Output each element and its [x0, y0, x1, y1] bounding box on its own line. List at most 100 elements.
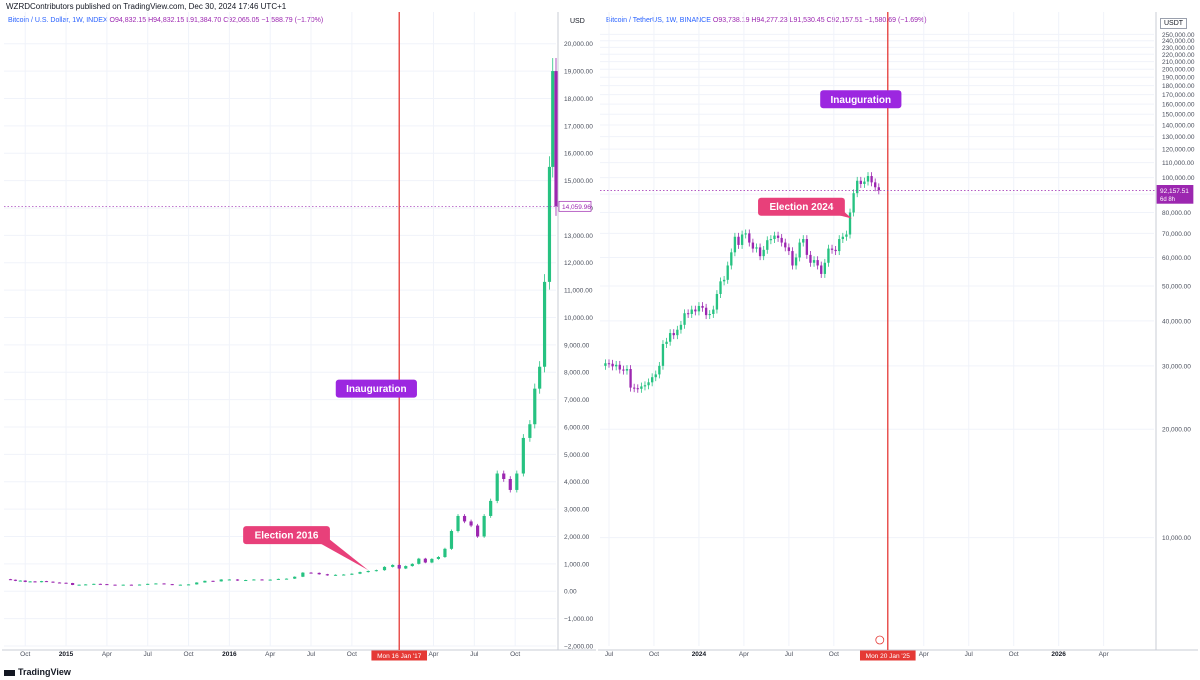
right-candle [690, 309, 693, 314]
right-event-date-badge [859, 650, 916, 661]
left-y-tick-label: 11,000.00 [564, 288, 593, 295]
right-y-tick-label: 120,000.00 [1162, 147, 1195, 154]
right-candle [870, 176, 873, 183]
left-candle [39, 581, 44, 583]
left-candle [542, 281, 547, 367]
right-legend-ohlc: O93,738.19 H94,277.23 L91,530.45 C92,157… [712, 17, 927, 24]
left-annotation-label: Election 2016 [255, 531, 319, 542]
right-x-tick-label: Oct [1009, 651, 1019, 658]
left-candle [554, 71, 558, 207]
right-y-tick-label: 70,000.00 [1162, 231, 1191, 238]
left-candle [476, 525, 480, 537]
right-candle [787, 247, 791, 252]
right-candle [802, 239, 805, 243]
left-candle [64, 582, 68, 584]
right-candle [740, 234, 744, 245]
left-candle [404, 566, 408, 569]
left-candle [317, 572, 321, 575]
right-candle [658, 365, 661, 375]
right-annotation-box [758, 197, 845, 216]
left-candle [129, 584, 133, 586]
left-y-tick-label: 6,000.00 [564, 424, 590, 431]
left-candle [51, 581, 55, 583]
left-y-tick-label: 4,000.00 [564, 479, 590, 486]
left-candle [57, 582, 62, 584]
left-candle [350, 573, 354, 575]
right-y-tick-label: 150,000.00 [1162, 112, 1195, 119]
right-candle [856, 180, 859, 194]
right-y-tick-label: 240,000.00 [1162, 38, 1195, 45]
left-candle [98, 583, 102, 585]
left-candle [33, 581, 37, 583]
right-candle [694, 309, 697, 312]
right-y-tick-label: 180,000.00 [1162, 83, 1195, 90]
left-candle [538, 366, 542, 389]
right-candle [852, 193, 855, 213]
left-y-tick-label: 13,000.00 [564, 233, 593, 240]
left-candle [105, 584, 109, 586]
right-candle [708, 313, 711, 316]
right-candle [794, 257, 798, 266]
left-y-tick-label: 16,000.00 [564, 151, 593, 158]
left-candle [309, 572, 313, 574]
event-marker-icon [875, 635, 885, 645]
right-candle [643, 385, 647, 387]
left-candle [533, 388, 537, 425]
right-candle [704, 307, 708, 316]
right-candle [758, 247, 762, 257]
left-chart-legend: Bitcoin / U.S. Dollar, 1W, INDEX O94,832… [8, 17, 323, 24]
right-candle [650, 377, 654, 383]
left-chart-panel: 20,000.00 19,000.00 18,000.00 17,000.00 16,0… [2, 12, 596, 661]
left-candle [121, 584, 125, 586]
right-candle [640, 386, 643, 389]
right-candle [809, 254, 812, 263]
right-x-tick-label: Jul [605, 651, 614, 658]
left-x-tick-label: Oct [347, 651, 357, 658]
left-candle [146, 583, 150, 585]
left-annotation-box [335, 379, 417, 398]
left-candle [219, 579, 223, 582]
right-candle [820, 265, 823, 274]
right-candle [823, 262, 827, 274]
right-candle [877, 187, 880, 191]
right-candle [712, 309, 715, 314]
right-annotation-label: Inauguration [831, 95, 892, 106]
left-y-tick-label: −1,000.00 [564, 616, 593, 623]
right-candle [751, 242, 755, 249]
left-y-tick-label: 1,000.00 [564, 561, 590, 568]
left-x-tick-label: Jul [144, 651, 153, 658]
right-y-tick-label: 160,000.00 [1162, 102, 1195, 109]
right-candle [744, 233, 747, 235]
right-candle [737, 236, 740, 245]
right-candle [827, 248, 830, 263]
left-candle [469, 521, 473, 526]
right-candle [816, 260, 819, 266]
right-candle [769, 239, 773, 241]
left-axis-unit: USD [570, 18, 585, 25]
right-y-tick-label: 110,000.00 [1162, 160, 1194, 167]
left-candle [235, 579, 240, 581]
left-candle [23, 580, 27, 582]
left-candle [195, 582, 199, 585]
left-candle [227, 579, 231, 581]
right-x-tick-label: Jul [965, 651, 974, 658]
left-candle [260, 579, 264, 581]
right-candle [647, 382, 650, 386]
left-candle [113, 584, 117, 586]
right-candle [633, 387, 636, 389]
left-candle [417, 558, 421, 564]
right-x-tick-label: 2026 [1051, 651, 1066, 658]
right-last-price-label: 92,157.51 [1160, 188, 1189, 195]
left-candle [489, 500, 493, 516]
right-y-tick-label: 100,000.00 [1162, 175, 1195, 182]
left-candle [397, 564, 401, 569]
left-candle [244, 580, 248, 582]
left-candle [186, 584, 191, 586]
right-annotation-label: Election 2024 [769, 202, 833, 213]
right-x-tick-label: Apr [1099, 651, 1110, 658]
right-candle [676, 329, 679, 336]
right-candle [762, 249, 765, 257]
left-candle [528, 424, 532, 438]
right-y-tick-label: 30,000.00 [1162, 363, 1191, 370]
